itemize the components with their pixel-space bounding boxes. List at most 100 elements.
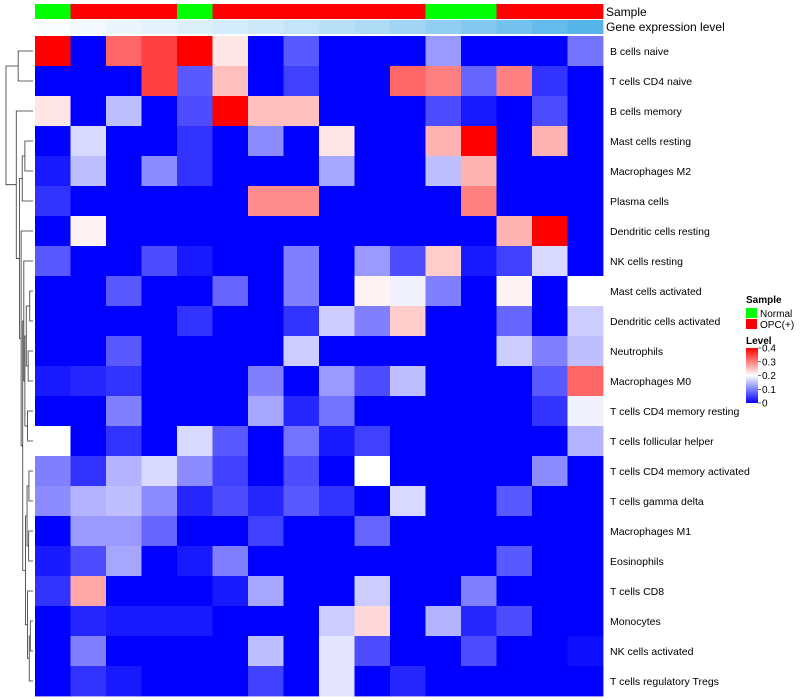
heatmap-cell (106, 516, 142, 547)
heatmap-cell (319, 486, 355, 517)
heatmap-cell (532, 636, 568, 667)
heatmap-cell (283, 666, 320, 697)
heatmap-cell (496, 606, 533, 637)
heatmap-cell (106, 576, 142, 607)
heatmap-cell (319, 246, 355, 277)
heatmap-cell (248, 576, 284, 607)
heatmap-cell (35, 636, 71, 667)
heatmap-cell (283, 126, 320, 157)
heatmap-cell (567, 576, 604, 607)
heatmap-cell (532, 516, 568, 547)
heatmap-cell (141, 246, 178, 277)
heatmap-cell (35, 486, 71, 517)
heatmap-cell (212, 36, 249, 67)
row-label: B cells naive (610, 46, 669, 58)
heatmap-cell (496, 396, 533, 427)
heatmap-cell (425, 96, 462, 127)
heatmap-cell (461, 546, 497, 577)
heatmap-cell (319, 546, 355, 577)
legend-opc-swatch (746, 319, 757, 329)
heatmap-cell (390, 486, 426, 517)
heatmap-cell (248, 486, 284, 517)
heatmap-cell (390, 246, 426, 277)
legend-level-tick-label: 0.3 (762, 357, 776, 368)
heatmap-cell (461, 336, 497, 367)
heatmap-cell (283, 156, 320, 187)
heatmap-cell (141, 66, 178, 97)
legend-level-colorbar (746, 348, 758, 403)
row-label: T cells CD4 naive (610, 76, 692, 88)
heatmap-cell (106, 96, 142, 127)
heatmap-cell (248, 666, 284, 697)
heatmap-cell (70, 216, 107, 247)
heatmap-cell (461, 666, 497, 697)
heatmap-cell (177, 636, 213, 667)
heatmap-cell (177, 426, 213, 457)
heatmap-cell (319, 456, 355, 487)
heatmap-cell (248, 246, 284, 277)
heatmap-cell (532, 96, 568, 127)
heatmap-cell (141, 576, 178, 607)
heatmap-cell (390, 306, 426, 337)
row-label: Dendritic cells activated (610, 316, 720, 328)
heatmap-cell (141, 96, 178, 127)
row-labels: B cells naive T cells CD4 naive B cells me… (610, 46, 750, 688)
heatmap-cell (70, 306, 107, 337)
heatmap-cell (283, 636, 320, 667)
heatmap-cell (390, 666, 426, 697)
heatmap-cell (106, 426, 142, 457)
heatmap-cell (496, 276, 533, 307)
heatmap-cell (70, 546, 107, 577)
heatmap-cell (567, 606, 604, 637)
heatmap-cell (212, 126, 249, 157)
dendrogram-branch (24, 140, 33, 172)
legend-level-tick-label: 0 (762, 399, 768, 410)
heatmap-cell (567, 276, 604, 307)
heatmap-cell (354, 36, 391, 67)
heatmap-cell (425, 216, 462, 247)
sample-annotation-cell (532, 4, 568, 19)
row-label: T cells CD8 (610, 586, 664, 598)
row-label: Macrophages M0 (610, 376, 691, 388)
heatmap-cell (70, 636, 107, 667)
heatmap-cell (141, 276, 178, 307)
heatmap-cell (390, 36, 426, 67)
heatmap-cell (354, 306, 391, 337)
heatmap-cell (532, 336, 568, 367)
heatmap-cell (177, 126, 213, 157)
heatmap-cell (496, 366, 533, 397)
heatmap-cell (283, 336, 320, 367)
heatmap-cell (70, 426, 107, 457)
heatmap-cell (248, 216, 284, 247)
heatmap-cell (35, 576, 71, 607)
heatmap-cell (70, 96, 107, 127)
row-label: Mast cells activated (610, 286, 702, 298)
heatmap-cell (212, 516, 249, 547)
expression-annotation-cell (283, 20, 320, 34)
heatmap-cell (532, 276, 568, 307)
heatmap-cell (106, 546, 142, 577)
heatmap-cell (177, 486, 213, 517)
heatmap-cell (177, 576, 213, 607)
heatmap-cell (567, 96, 604, 127)
heatmap-cell (496, 216, 533, 247)
heatmap-cell (461, 126, 497, 157)
heatmap-cell (319, 636, 355, 667)
dendrogram-branch (15, 110, 33, 259)
expression-annotation-cell (390, 20, 426, 34)
heatmap-cell (390, 96, 426, 127)
heatmap-cell (177, 306, 213, 337)
heatmap-cell (354, 636, 391, 667)
heatmap-cell (390, 456, 426, 487)
heatmap-cell (496, 126, 533, 157)
heatmap-cell (532, 216, 568, 247)
heatmap-cell (354, 216, 391, 247)
dendrogram-branch (28, 635, 33, 682)
legend-level-title: Level (746, 336, 772, 347)
heatmap-cell (390, 396, 426, 427)
heatmap-cell (106, 486, 142, 517)
heatmap-cell (106, 336, 142, 367)
heatmap-cell (106, 666, 142, 697)
dendrogram-branch (28, 470, 33, 502)
heatmap-cell (35, 336, 71, 367)
